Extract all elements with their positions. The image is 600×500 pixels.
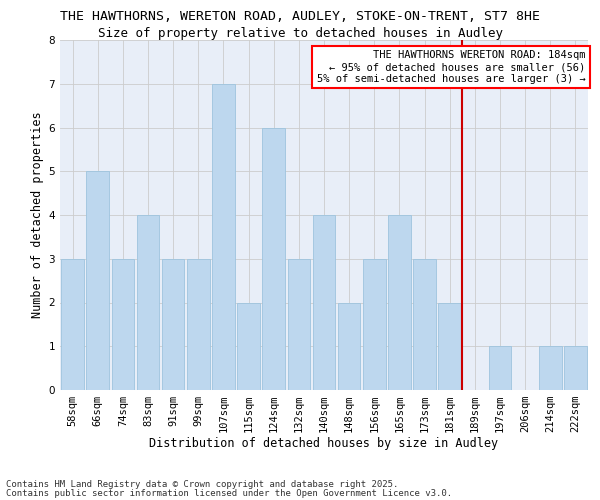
Bar (313, 215, 335, 390)
Bar (439, 302, 461, 390)
Bar (363, 259, 386, 390)
Bar (237, 302, 260, 390)
Bar (86, 171, 109, 390)
Text: Size of property relative to detached houses in Audley: Size of property relative to detached ho… (97, 28, 503, 40)
Bar (162, 259, 184, 390)
Text: Contains public sector information licensed under the Open Government Licence v3: Contains public sector information licen… (6, 488, 452, 498)
Y-axis label: Number of detached properties: Number of detached properties (31, 112, 44, 318)
Bar (61, 259, 84, 390)
X-axis label: Distribution of detached houses by size in Audley: Distribution of detached houses by size … (149, 436, 499, 450)
Bar (212, 84, 235, 390)
Bar (338, 302, 361, 390)
Bar (187, 259, 209, 390)
Bar (287, 259, 310, 390)
Bar (539, 346, 562, 390)
Bar (413, 259, 436, 390)
Text: Contains HM Land Registry data © Crown copyright and database right 2025.: Contains HM Land Registry data © Crown c… (6, 480, 398, 489)
Bar (388, 215, 411, 390)
Text: THE HAWTHORNS WERETON ROAD: 184sqm
← 95% of detached houses are smaller (56)
5% : THE HAWTHORNS WERETON ROAD: 184sqm ← 95%… (317, 50, 586, 84)
Bar (137, 215, 160, 390)
Bar (112, 259, 134, 390)
Bar (564, 346, 587, 390)
Bar (262, 128, 285, 390)
Bar (488, 346, 511, 390)
Text: THE HAWTHORNS, WERETON ROAD, AUDLEY, STOKE-ON-TRENT, ST7 8HE: THE HAWTHORNS, WERETON ROAD, AUDLEY, STO… (60, 10, 540, 23)
